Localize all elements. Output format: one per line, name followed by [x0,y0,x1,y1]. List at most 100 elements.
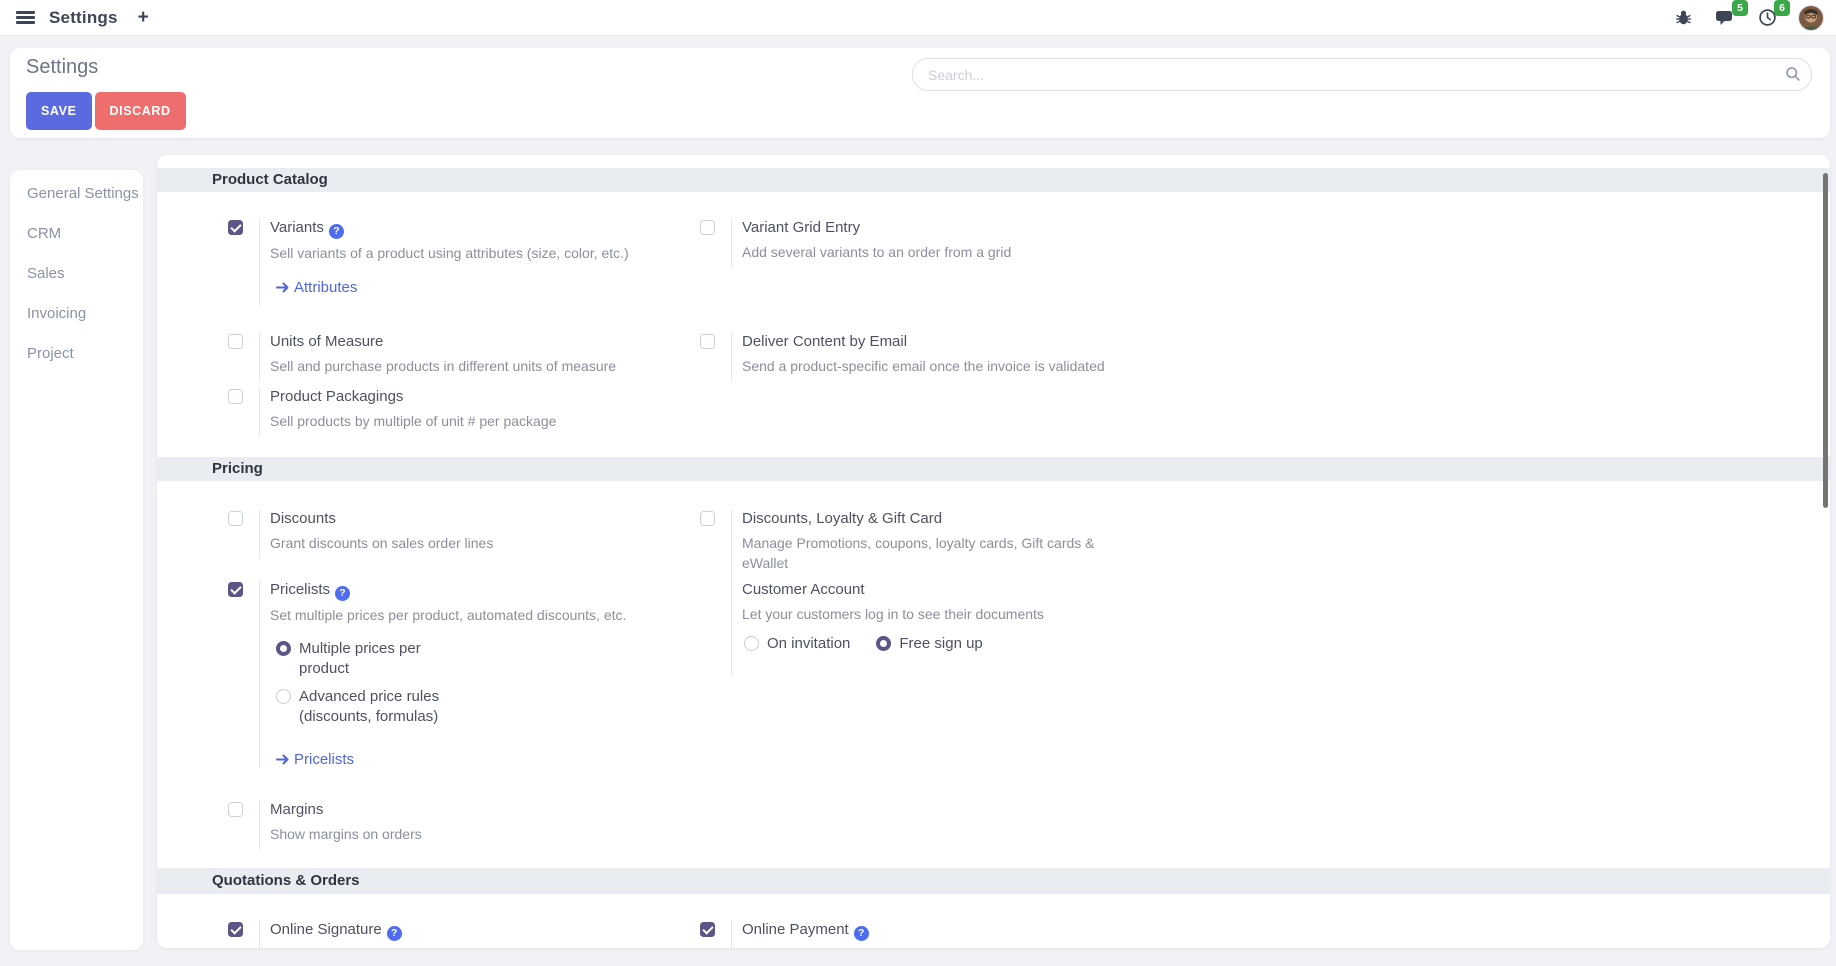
sidebar-item-project[interactable]: Project [27,345,74,362]
help-icon[interactable]: ? [853,926,869,941]
search-icon[interactable] [1785,66,1801,87]
customer-account-option-invitation[interactable]: On invitation [744,634,850,654]
settings-header-card: Settings SAVE DISCARD [10,48,1830,138]
help-icon[interactable]: ? [386,926,402,941]
setting-deliver-content-by-email: Deliver Content by Email Send a product-… [700,332,1170,382]
radio-button[interactable] [276,689,291,704]
setting-description: Send a product-specific email once the i… [742,358,1105,374]
settings-sidebar: General Settings CRM Sales Invoicing Pro… [10,170,143,950]
product-packagings-checkbox[interactable] [228,389,243,404]
discard-button[interactable]: DISCARD [94,92,186,130]
separator [731,920,732,948]
online-signature-checkbox[interactable] [228,922,243,937]
new-tab-plus-icon[interactable]: + [137,7,149,28]
page-title: Settings [26,56,99,78]
setting-label: Variants? [270,218,668,239]
sidebar-item-general-settings[interactable]: General Settings [27,185,139,202]
pricelists-link[interactable]: Pricelists [276,751,668,768]
setting-label: Online Payment? [742,920,1170,941]
setting-online-signature: Online Signature? Request an online sign… [228,920,668,948]
setting-label: Customer Account [742,581,865,598]
sidebar-item-sales[interactable]: Sales [27,265,65,282]
customer-account-option-free-signup[interactable]: Free sign up [876,634,983,654]
setting-label: Product Packagings [270,388,404,405]
setting-description: Request an online payment to confirm ord… [742,945,1170,948]
debug-bug-icon[interactable] [1672,6,1694,30]
setting-pricelists: Pricelists? Set multiple prices per prod… [228,580,668,768]
pricelists-checkbox[interactable] [228,582,243,597]
pricelist-option-multiple-prices[interactable]: Multiple prices per product [276,639,668,679]
activities-clock-icon[interactable]: 6 [1756,0,1790,30]
online-payment-checkbox[interactable] [700,922,715,937]
radio-button[interactable] [276,641,291,656]
section-header-product-catalog: Product Catalog [157,168,1830,192]
vertical-scrollbar-thumb[interactable] [1823,173,1828,508]
setting-description: Set multiple prices per product, automat… [270,607,627,623]
radio-button[interactable] [744,636,759,651]
setting-description: Show margins on orders [270,826,422,842]
attributes-link[interactable]: Attributes [276,279,668,296]
separator [731,332,732,382]
variants-checkbox[interactable] [228,220,243,235]
separator [259,387,260,437]
setting-loyalty-gift-card: Discounts, Loyalty & Gift Card Manage Pr… [700,509,1150,581]
setting-units-of-measure: Units of Measure Sell and purchase produ… [228,332,668,382]
units-of-measure-checkbox[interactable] [228,334,243,349]
separator [731,218,732,268]
setting-discounts: Discounts Grant discounts on sales order… [228,509,668,559]
setting-customer-account: Customer Account Let your customers log … [700,580,1170,676]
separator [259,920,260,948]
help-icon[interactable]: ? [328,224,344,239]
arrow-right-icon [276,282,289,293]
separator [731,580,732,676]
setting-description: Manage Promotions, coupons, loyalty card… [742,535,1095,571]
discounts-checkbox[interactable] [228,511,243,526]
setting-description: Request an online signature to confirm o… [270,945,668,948]
navbar-app-title[interactable]: Settings [49,7,118,27]
section-header-pricing: Pricing [157,457,1830,481]
sidebar-item-crm[interactable]: CRM [27,225,62,242]
setting-description: Let your customers log in to see their d… [742,606,1044,622]
variant-grid-entry-checkbox[interactable] [700,220,715,235]
setting-description: Sell products by multiple of unit # per … [270,413,557,429]
setting-description: Sell variants of a product using attribu… [270,245,629,261]
hamburger-menu-icon[interactable] [16,11,35,24]
separator [259,580,260,768]
top-navbar: Settings + 5 6 [0,0,1836,36]
setting-description: Sell and purchase products in different … [270,358,617,374]
setting-label: Margins [270,801,324,818]
separator [259,800,260,850]
setting-label: Online Signature? [270,920,668,941]
separator [731,509,732,581]
separator [259,218,260,306]
separator [259,509,260,559]
pricelist-option-advanced-rules[interactable]: Advanced price rules (discounts, formula… [276,687,668,727]
setting-description: Add several variants to an order from a … [742,244,1012,260]
radio-button[interactable] [876,636,892,651]
deliver-content-checkbox[interactable] [700,334,715,349]
arrow-right-icon [276,754,289,765]
margins-checkbox[interactable] [228,802,243,817]
setting-product-packagings: Product Packagings Sell products by mult… [228,387,668,437]
setting-label: Variant Grid Entry [742,219,861,236]
setting-margins: Margins Show margins on orders [228,800,668,850]
setting-variants: Variants? Sell variants of a product usi… [228,218,668,306]
setting-online-payment: Online Payment? Request an online paymen… [700,920,1170,948]
help-icon[interactable]: ? [335,586,351,601]
user-avatar[interactable] [1798,4,1824,31]
setting-description: Grant discounts on sales order lines [270,535,494,551]
settings-content: Product Catalog Variants? Sell variants … [157,155,1830,948]
setting-label: Pricelists? [270,580,668,601]
activities-count-badge: 6 [1774,0,1790,16]
section-header-quotations-orders: Quotations & Orders [157,868,1830,894]
setting-label: Discounts, Loyalty & Gift Card [742,510,943,527]
messages-chat-icon[interactable]: 5 [1714,0,1748,30]
loyalty-checkbox[interactable] [700,511,715,526]
search-input[interactable] [912,58,1812,91]
separator [259,332,260,382]
sidebar-item-invoicing[interactable]: Invoicing [27,305,87,322]
save-button[interactable]: SAVE [26,92,92,130]
messages-count-badge: 5 [1732,0,1748,16]
setting-label: Deliver Content by Email [742,333,908,350]
setting-label: Units of Measure [270,333,384,350]
